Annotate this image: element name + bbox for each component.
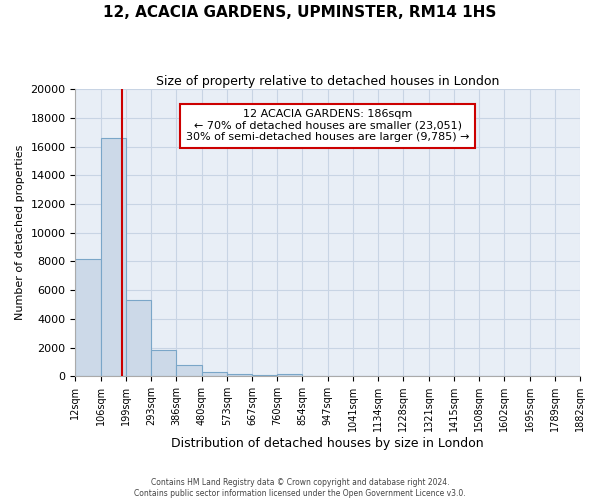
- Bar: [202, 372, 227, 376]
- Bar: [176, 366, 202, 376]
- Bar: [76, 259, 101, 376]
- X-axis label: Distribution of detached houses by size in London: Distribution of detached houses by size …: [172, 437, 484, 450]
- Bar: [277, 374, 302, 376]
- Text: 12, ACACIA GARDENS, UPMINSTER, RM14 1HS: 12, ACACIA GARDENS, UPMINSTER, RM14 1HS: [103, 5, 497, 20]
- Title: Size of property relative to detached houses in London: Size of property relative to detached ho…: [156, 75, 499, 88]
- Bar: [151, 350, 176, 376]
- Bar: [252, 375, 277, 376]
- Text: Contains HM Land Registry data © Crown copyright and database right 2024.
Contai: Contains HM Land Registry data © Crown c…: [134, 478, 466, 498]
- Bar: [101, 138, 126, 376]
- Bar: [126, 300, 151, 376]
- Bar: [227, 374, 252, 376]
- Y-axis label: Number of detached properties: Number of detached properties: [15, 145, 25, 320]
- Text: 12 ACACIA GARDENS: 186sqm
← 70% of detached houses are smaller (23,051)
30% of s: 12 ACACIA GARDENS: 186sqm ← 70% of detac…: [186, 110, 469, 142]
